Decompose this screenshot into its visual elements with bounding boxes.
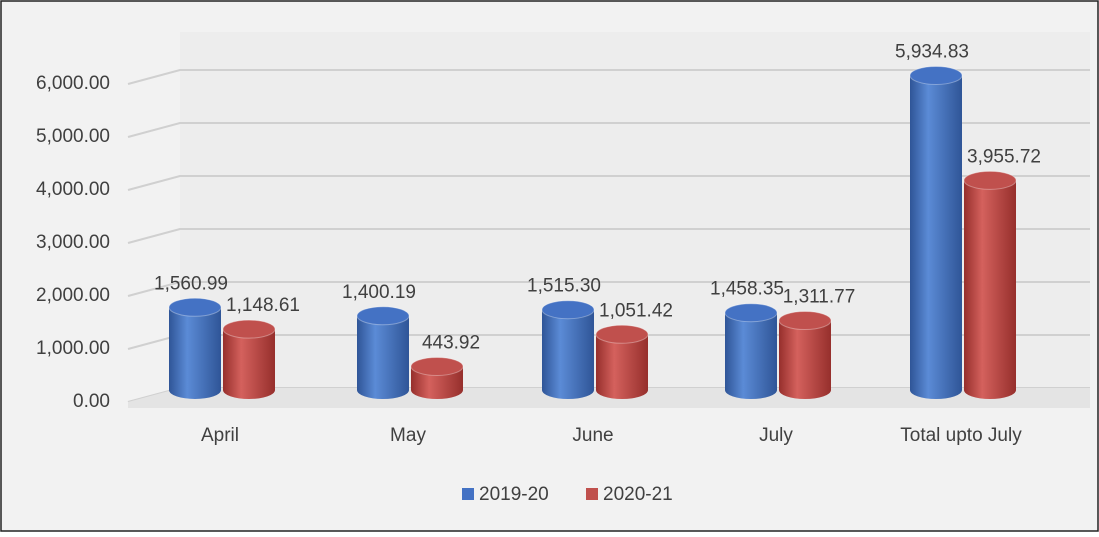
bar	[595, 324, 649, 399]
grid-line	[127, 281, 1090, 297]
legend-label: 2020-21	[603, 484, 673, 505]
bar-part	[724, 303, 778, 323]
bar-part	[411, 366, 463, 399]
x-tick-label: June	[572, 425, 613, 446]
y-tick-label: 0.00	[73, 391, 110, 412]
value-label: 5,934.83	[895, 41, 969, 62]
bar-part	[779, 320, 831, 399]
bar-part	[596, 334, 648, 399]
x-tick-label: Total upto July	[900, 425, 1022, 446]
bar-part	[169, 307, 221, 399]
bar	[963, 170, 1017, 399]
y-tick-label: 6,000.00	[36, 73, 110, 94]
y-tick-label: 1,000.00	[36, 338, 110, 359]
bar	[778, 310, 832, 399]
y-tick-label: 2,000.00	[36, 285, 110, 306]
x-tick-label: April	[201, 425, 239, 446]
bar-part	[910, 75, 962, 399]
value-label: 1,458.35	[710, 279, 784, 300]
bar	[356, 306, 410, 399]
bar-part	[595, 324, 649, 344]
bar-part	[222, 319, 276, 339]
value-label: 1,311.77	[783, 286, 856, 307]
bar	[541, 300, 595, 399]
grid-line	[127, 122, 1090, 138]
bar	[222, 319, 276, 399]
bar-part	[778, 310, 832, 330]
bar-part	[223, 329, 275, 399]
y-tick-label: 4,000.00	[36, 179, 110, 200]
bar-part	[410, 356, 464, 376]
bar-part	[168, 297, 222, 317]
bar	[410, 356, 464, 399]
bar	[909, 65, 963, 399]
bar-part	[356, 306, 410, 326]
x-tick-label: May	[390, 425, 426, 446]
bar-part	[725, 312, 777, 399]
legend-label: 2019-20	[479, 484, 549, 505]
value-label: 3,955.72	[967, 146, 1041, 167]
value-label: 1,148.61	[226, 295, 300, 316]
bar-part	[357, 315, 409, 399]
bar-part	[963, 170, 1017, 190]
value-label: 443.92	[422, 332, 480, 353]
value-label: 1,400.19	[342, 282, 416, 303]
value-label: 1,515.30	[527, 276, 601, 297]
bar-part	[964, 180, 1016, 399]
grid-line	[127, 69, 1090, 85]
bar-part	[541, 300, 595, 320]
legend-swatch	[586, 488, 598, 500]
x-tick-label: July	[759, 425, 793, 446]
bar-part	[909, 65, 963, 85]
bar-part	[542, 309, 594, 399]
grid-line	[127, 175, 1090, 191]
legend-swatch	[462, 488, 474, 500]
y-tick-label: 5,000.00	[36, 126, 110, 147]
value-label: 1,051.42	[599, 300, 673, 321]
bar	[724, 303, 778, 399]
grid-line	[127, 228, 1090, 244]
bar	[168, 297, 222, 399]
value-label: 1,560.99	[154, 273, 228, 294]
y-tick-label: 3,000.00	[36, 232, 110, 253]
